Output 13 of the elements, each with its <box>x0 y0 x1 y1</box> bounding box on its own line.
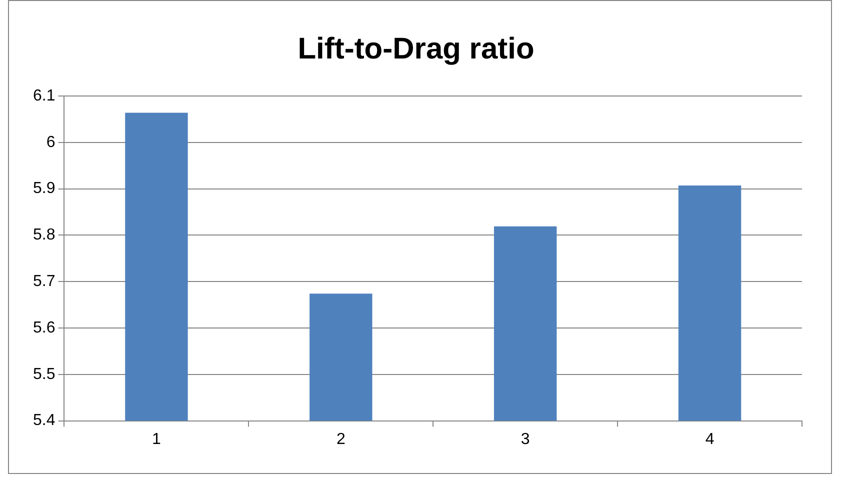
y-tick-label: 5.6 <box>32 319 56 336</box>
x-tick-label: 3 <box>520 430 530 448</box>
y-tick-label: 6.1 <box>32 87 56 104</box>
y-tick-label: 6 <box>46 134 56 151</box>
x-tick-label: 4 <box>705 430 714 448</box>
x-tick-label: 2 <box>336 430 346 448</box>
chart-title: Lift-to-Drag ratio <box>298 32 534 66</box>
x-tick-label: 1 <box>152 430 162 448</box>
y-tick-label: 5.4 <box>32 412 56 430</box>
y-tick-label: 5.5 <box>32 366 56 383</box>
y-tick-label: 5.8 <box>32 226 56 244</box>
y-tick-label: 5.7 <box>32 273 56 290</box>
y-tick-label: 5.9 <box>32 180 56 198</box>
